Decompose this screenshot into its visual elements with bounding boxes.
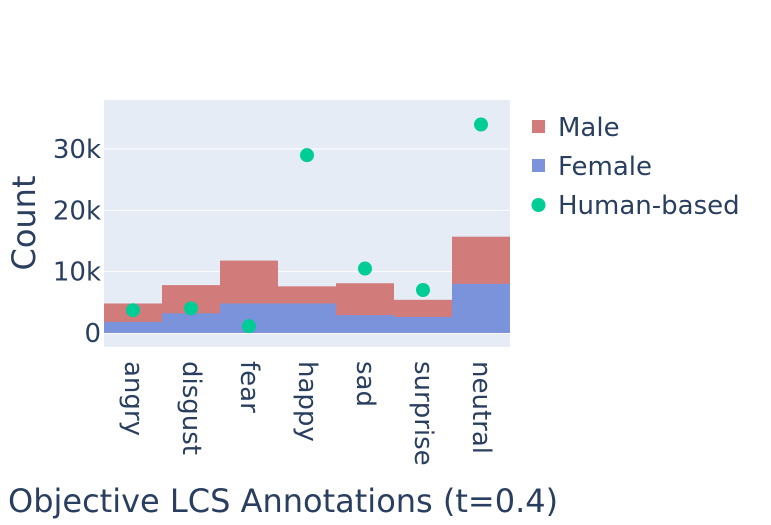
human-based-point bbox=[242, 319, 256, 334]
female-bars bbox=[104, 283, 510, 333]
legend-label: Male bbox=[558, 113, 620, 143]
legend-swatch-male bbox=[532, 120, 545, 133]
human-based-point bbox=[184, 301, 198, 316]
y-tick-label: 20k bbox=[53, 196, 101, 226]
x-tick-label: angry bbox=[118, 361, 148, 436]
human-based-point bbox=[126, 303, 140, 318]
y-tick-labels: 0 10k 20k 30k bbox=[53, 135, 101, 349]
x-tick-label: sad bbox=[350, 361, 380, 407]
human-based-points bbox=[126, 117, 488, 334]
human-based-point bbox=[416, 283, 430, 297]
human-based-point bbox=[300, 148, 314, 163]
legend-swatch-human-based bbox=[531, 198, 546, 212]
x-tick-label: fear bbox=[234, 361, 264, 413]
y-tick-label: 30k bbox=[53, 135, 101, 165]
x-axis-title: Objective LCS Annotations (t=0.4) bbox=[8, 482, 558, 520]
x-tick-label: disgust bbox=[176, 361, 206, 455]
x-tick-label: happy bbox=[292, 361, 322, 442]
legend-label: Human-based bbox=[558, 191, 740, 221]
female-bar bbox=[278, 303, 336, 333]
y-tick-label: 10k bbox=[53, 258, 101, 288]
legend: Male Female Human-based bbox=[531, 113, 740, 221]
legend-swatch-female bbox=[532, 159, 545, 172]
y-tick-label: 0 bbox=[84, 319, 101, 349]
x-tick-label: surprise bbox=[408, 361, 438, 466]
x-tick-label: neutral bbox=[466, 361, 496, 454]
human-based-point bbox=[358, 261, 372, 276]
female-bar bbox=[336, 315, 394, 333]
y-axis-title: Count bbox=[5, 175, 43, 270]
x-tick-labels: angry disgust fear happy sad surprise neutral bbox=[118, 361, 496, 466]
female-bar bbox=[162, 313, 220, 333]
female-bar bbox=[452, 283, 510, 333]
female-bar bbox=[104, 321, 162, 333]
human-based-point bbox=[474, 117, 488, 132]
female-bar bbox=[394, 316, 452, 333]
legend-label: Female bbox=[558, 152, 652, 182]
